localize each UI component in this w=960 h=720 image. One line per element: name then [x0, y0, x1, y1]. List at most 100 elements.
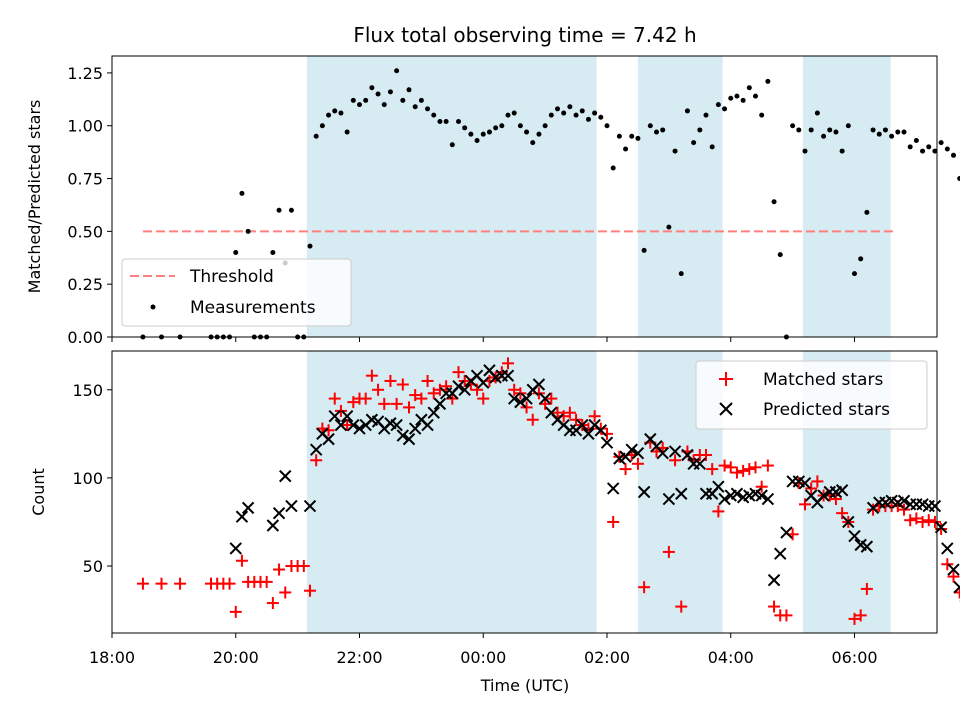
top-y-ticks: 0.00 0.25 0.50 0.75 1.00 1.25	[67, 64, 112, 347]
measurement-point	[319, 123, 325, 129]
measurement-point	[666, 224, 672, 230]
measurement-point	[753, 93, 758, 99]
measurement-point	[684, 108, 690, 114]
predicted-point	[309, 443, 323, 456]
measurement-point	[474, 138, 480, 144]
measurement-point	[270, 249, 276, 255]
predicted-point	[452, 380, 465, 393]
predicted-point	[675, 487, 688, 500]
predicted-point	[340, 410, 354, 423]
measurement-point	[722, 106, 728, 112]
measurement-point	[493, 125, 499, 131]
predicted-point	[681, 448, 694, 462]
matched-point	[904, 514, 917, 527]
matched-point	[854, 609, 867, 622]
predicted-point	[625, 443, 638, 456]
matched-point	[347, 396, 360, 409]
predicted-point	[421, 418, 434, 432]
measurement-point	[790, 123, 796, 129]
x-tick-label: 06:00	[831, 648, 877, 667]
matched-point	[477, 392, 490, 405]
predicted-point	[947, 563, 960, 576]
top-y-axis-label: Matched/Predicted stars	[25, 100, 44, 294]
predicted-point	[668, 445, 682, 458]
matched-point	[174, 577, 187, 590]
measurement-point	[833, 129, 839, 135]
matched-point	[403, 401, 415, 414]
matched-point	[310, 454, 323, 467]
matched-point	[372, 383, 385, 396]
measurement-point	[951, 152, 956, 158]
measurement-point	[449, 142, 455, 148]
measurement-point	[616, 133, 622, 139]
matched-point	[328, 392, 341, 405]
predicted-point	[229, 542, 242, 555]
measurement-point	[573, 112, 579, 118]
predicted-point	[606, 482, 620, 495]
measurement-point	[734, 93, 740, 99]
predicted-point	[842, 515, 855, 529]
measurement-point	[443, 118, 449, 124]
measurement-point	[827, 127, 833, 133]
top-y-tick-label: 0.00	[67, 328, 103, 347]
predicted-point	[774, 547, 787, 560]
predicted-point	[538, 392, 552, 405]
top-axes-frame	[111, 55, 938, 338]
predicted-point	[285, 499, 298, 513]
measurement-point	[895, 129, 901, 135]
measurement-point	[697, 127, 703, 133]
predicted-point	[712, 480, 725, 493]
legend-measurements-swatch	[150, 304, 156, 310]
predicted-point	[631, 447, 645, 460]
measurement-point	[431, 112, 437, 118]
predicted-point	[501, 369, 515, 382]
predicted-point	[928, 499, 942, 513]
x-tick-label: 18:00	[89, 648, 135, 667]
bottom-y-tick-label: 50	[83, 557, 103, 576]
matched-point	[235, 554, 248, 567]
matched-point	[551, 406, 564, 419]
predicted-point	[780, 526, 793, 539]
measurement-point	[765, 78, 771, 84]
predicted-point	[817, 489, 830, 502]
predicted-point	[532, 378, 546, 391]
measurement-point	[709, 144, 715, 150]
measurement-point	[418, 97, 424, 103]
matched-point	[297, 560, 310, 573]
measurement-point	[307, 243, 313, 249]
measurement-point	[375, 91, 381, 97]
measurement-point	[654, 129, 659, 135]
measurement-point	[412, 104, 418, 110]
measurement-point	[944, 146, 950, 152]
measurement-point	[641, 247, 647, 253]
matched-point	[848, 612, 861, 625]
matched-point	[570, 413, 583, 426]
matched-point	[526, 413, 539, 426]
top-y-tick-label: 0.75	[67, 170, 103, 189]
measurement-point	[610, 165, 616, 171]
matched-point	[737, 464, 750, 477]
predicted-point	[656, 447, 669, 460]
matched-point	[780, 609, 793, 622]
matched-point	[508, 383, 521, 396]
matched-point	[755, 480, 768, 493]
bottom-x-ticks: 18:00 20:00 22:00 00:00 02:00 04:00 06:00	[89, 633, 878, 667]
top-x-ticks	[111, 337, 855, 342]
measurement-point	[858, 256, 864, 262]
matched-point	[520, 401, 533, 414]
predicted-point	[576, 418, 589, 432]
measurement-point	[233, 249, 239, 255]
measurement-point	[882, 127, 888, 133]
measurement-point	[901, 129, 907, 135]
measurement-point	[561, 110, 567, 116]
predicted-point	[353, 422, 366, 435]
measurement-point	[864, 209, 870, 215]
legend-predicted-swatch	[719, 402, 733, 416]
legend-predicted-label: Predicted stars	[763, 400, 890, 420]
matched-point	[545, 392, 558, 405]
top-shade-2	[637, 56, 723, 337]
measurement-point	[338, 110, 344, 116]
matched-point	[811, 475, 824, 488]
predicted-point	[279, 469, 292, 483]
